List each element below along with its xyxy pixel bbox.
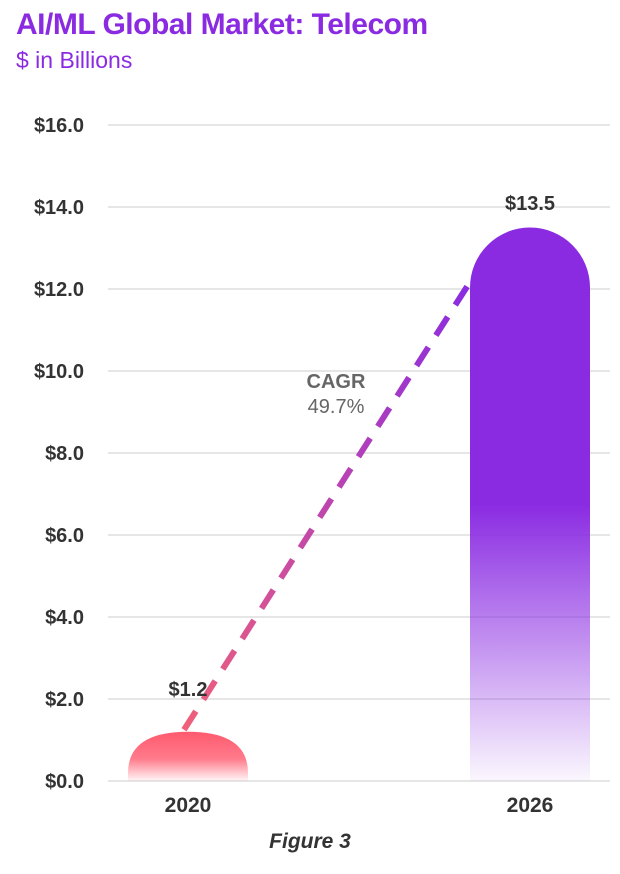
y-tick-label: $14.0 (34, 197, 84, 219)
y-tick-label: $10.0 (34, 361, 84, 383)
cagr-label: CAGR (307, 371, 366, 393)
y-tick-label: $4.0 (45, 607, 84, 629)
chart-title: AI/ML Global Market: Telecom (16, 8, 428, 41)
cagr-value: 49.7% (308, 396, 365, 418)
y-tick-label: $6.0 (45, 525, 84, 547)
x-tick-label: 2026 (507, 794, 554, 817)
bar-2020 (128, 731, 248, 781)
y-tick-label: $16.0 (34, 115, 84, 137)
value-label: $1.2 (169, 679, 208, 701)
chart-subtitle: $ in Billions (16, 47, 133, 73)
figure-caption: Figure 3 (269, 830, 351, 853)
y-tick-label: $2.0 (45, 689, 84, 711)
y-tick-label: $0.0 (45, 771, 84, 793)
y-tick-label: $12.0 (34, 279, 84, 301)
x-tick-label: 2020 (165, 794, 212, 817)
cagr-trend-line (181, 280, 473, 732)
y-tick-label: $8.0 (45, 443, 84, 465)
value-label: $13.5 (505, 193, 555, 215)
bar-2026 (470, 227, 590, 782)
